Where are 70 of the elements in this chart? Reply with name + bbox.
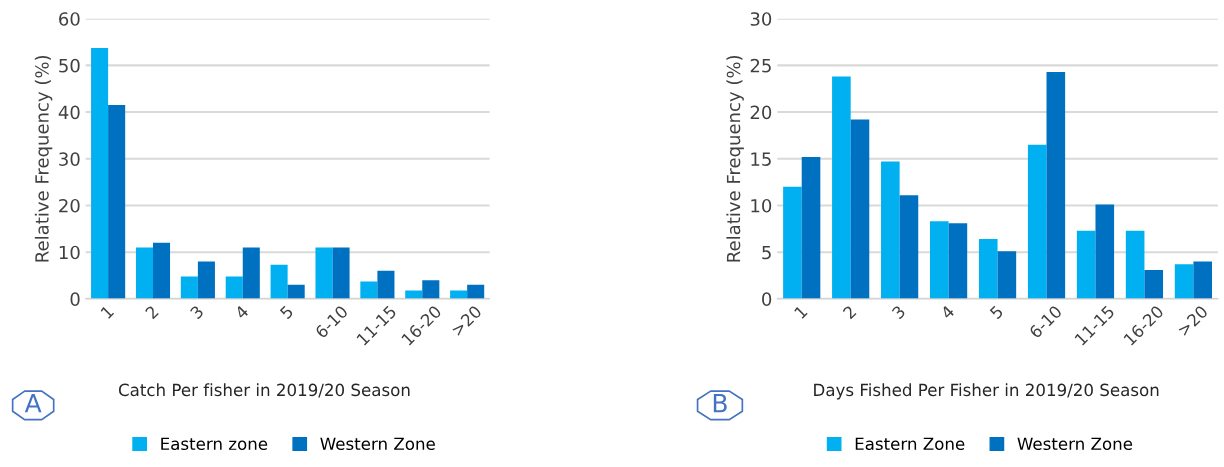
bar — [978, 239, 998, 299]
bar — [377, 270, 395, 299]
text: Catch Per fisher in 2019/20 Season — [118, 383, 410, 398]
bar — [1125, 230, 1145, 299]
text: Days Fished Per Fisher in 2019/20 Season — [814, 383, 1159, 400]
bar — [153, 242, 171, 299]
bar — [287, 284, 305, 299]
bar — [180, 276, 198, 299]
bar — [1174, 264, 1194, 299]
x-tick-label: 1 — [793, 305, 808, 319]
bar — [332, 247, 350, 299]
legend-label: Eastern zone — [161, 437, 268, 451]
y-tick-label: 15 — [751, 152, 771, 166]
bar — [832, 76, 851, 299]
y-tick-label: 25 — [750, 58, 771, 73]
x-tick-label: 2 — [144, 305, 159, 320]
x-tick-label: 3 — [891, 304, 906, 320]
bar — [1095, 204, 1115, 299]
bar — [270, 264, 288, 299]
x-tick-label: 5 — [989, 305, 1004, 320]
bar — [881, 161, 900, 299]
bar — [225, 276, 243, 299]
y-tick-label: 40 — [58, 105, 80, 120]
legend-label: Western Zone — [320, 437, 435, 451]
bar — [1076, 230, 1096, 299]
y-tick-label: 10 — [751, 198, 772, 213]
bar — [850, 119, 870, 299]
bar — [467, 284, 485, 299]
bar — [1193, 261, 1212, 299]
y-tick-label: 20 — [59, 198, 80, 213]
bar — [997, 251, 1017, 299]
y-tick-label: 0 — [70, 292, 80, 306]
bar — [930, 221, 949, 299]
y-axis-title: Relative Frequency (%) — [34, 55, 53, 262]
bar — [899, 195, 919, 299]
y-tick-label: 5 — [762, 245, 771, 260]
x-tick-label: 5 — [279, 305, 294, 320]
bar — [108, 105, 126, 299]
bar — [450, 290, 468, 299]
bar — [422, 280, 440, 299]
y-tick-label: 60 — [59, 12, 80, 26]
bar — [1144, 269, 1164, 299]
bar — [135, 247, 153, 299]
x-tick-label: 4 — [234, 304, 250, 320]
bar — [315, 247, 333, 299]
y-tick-label: 20 — [750, 105, 772, 120]
bar — [405, 290, 423, 299]
bar — [242, 247, 260, 299]
y-tick-label: 50 — [59, 58, 80, 73]
x-tick-label: 3 — [189, 304, 205, 320]
y-tick-label: 10 — [59, 245, 80, 260]
bar — [783, 186, 802, 299]
y-tick-label: 30 — [750, 12, 772, 26]
x-tick-label: 1 — [100, 305, 115, 319]
bar — [360, 281, 378, 299]
x-tick-label: 2 — [842, 305, 857, 320]
text: A — [24, 394, 42, 413]
x-tick-label: 4 — [940, 304, 955, 320]
y-tick-label: 0 — [762, 292, 772, 306]
bar — [1027, 144, 1047, 299]
bar — [801, 156, 821, 299]
legend-label: Eastern Zone — [855, 437, 965, 451]
legend-label: Western Zone — [1017, 437, 1133, 451]
bar — [1046, 71, 1066, 299]
y-tick-label: 30 — [59, 152, 80, 166]
y-axis-title: Relative Frequency (%) — [726, 55, 744, 262]
bar — [197, 261, 215, 299]
bar — [91, 48, 109, 299]
bar — [948, 223, 968, 299]
text: B — [713, 394, 727, 413]
